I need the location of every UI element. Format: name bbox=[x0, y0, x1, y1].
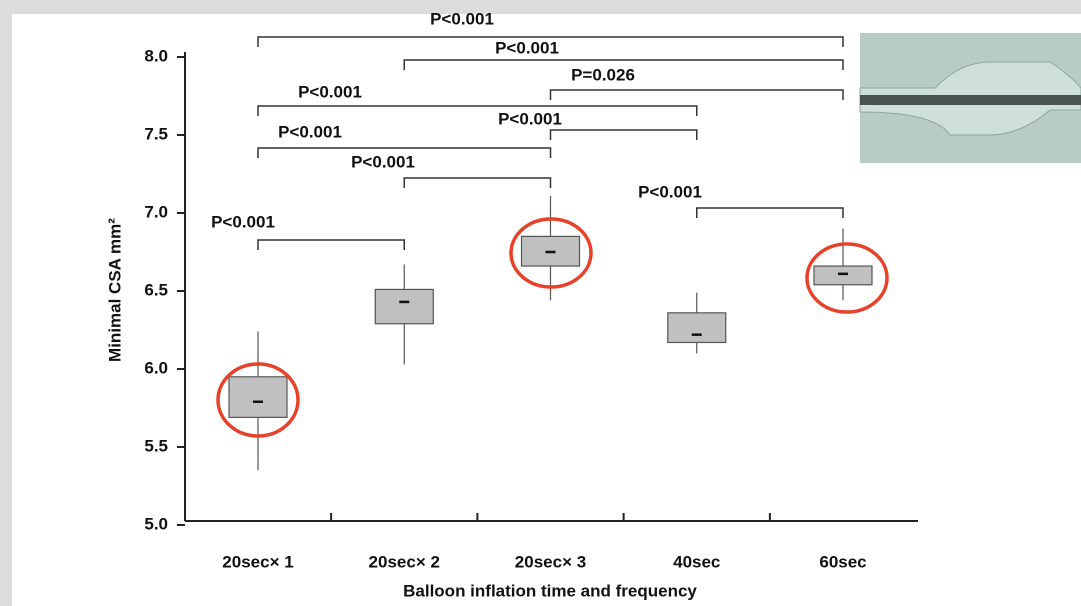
x-axis-label: Balloon inflation time and frequency bbox=[403, 581, 697, 600]
significance-label: P<0.001 bbox=[211, 212, 275, 231]
significance-bracket bbox=[257, 239, 405, 250]
x-tick-label: 20sec× 3 bbox=[515, 552, 586, 571]
x-tick-label: 20sec× 2 bbox=[369, 552, 440, 571]
y-tick-label: 5.0 bbox=[144, 514, 168, 533]
box bbox=[374, 288, 434, 325]
significance-bracket bbox=[696, 207, 844, 218]
significance-label: P=0.026 bbox=[571, 65, 635, 84]
significance-label: P<0.001 bbox=[430, 9, 494, 28]
highlight-circle bbox=[216, 362, 300, 438]
y-tick-label: 8.0 bbox=[144, 46, 168, 65]
significance-label: P<0.001 bbox=[498, 109, 562, 128]
significance-bracket bbox=[257, 36, 844, 47]
x-tick-label: 40sec bbox=[673, 552, 720, 571]
significance-bracket bbox=[549, 129, 698, 140]
significance-bracket bbox=[549, 89, 844, 100]
significance-bracket bbox=[257, 105, 698, 116]
significance-bracket bbox=[403, 59, 844, 70]
y-tick-label: 5.5 bbox=[144, 436, 168, 455]
photo bbox=[859, 33, 1081, 163]
significance-label: P<0.001 bbox=[638, 182, 702, 201]
significance-label: P<0.001 bbox=[278, 122, 342, 141]
significance-bracket bbox=[257, 147, 552, 158]
significance-label: P<0.001 bbox=[298, 82, 362, 101]
significance-label: P<0.001 bbox=[351, 152, 415, 171]
y-tick-label: 7.5 bbox=[144, 124, 168, 143]
x-tick-label: 20sec× 1 bbox=[222, 552, 293, 571]
y-tick-label: 6.0 bbox=[144, 358, 168, 377]
highlight-circle bbox=[509, 217, 593, 289]
y-tick-label: 6.5 bbox=[144, 280, 168, 299]
box bbox=[667, 312, 727, 344]
significance-bracket bbox=[403, 177, 552, 188]
x-tick-label: 60sec bbox=[819, 552, 866, 571]
y-axis-label: Minimal CSA mm² bbox=[105, 218, 124, 362]
box bbox=[228, 376, 288, 418]
box bbox=[813, 265, 873, 286]
significance-label: P<0.001 bbox=[495, 38, 559, 57]
highlight-circle bbox=[805, 242, 889, 314]
y-tick-label: 7.0 bbox=[144, 202, 168, 221]
